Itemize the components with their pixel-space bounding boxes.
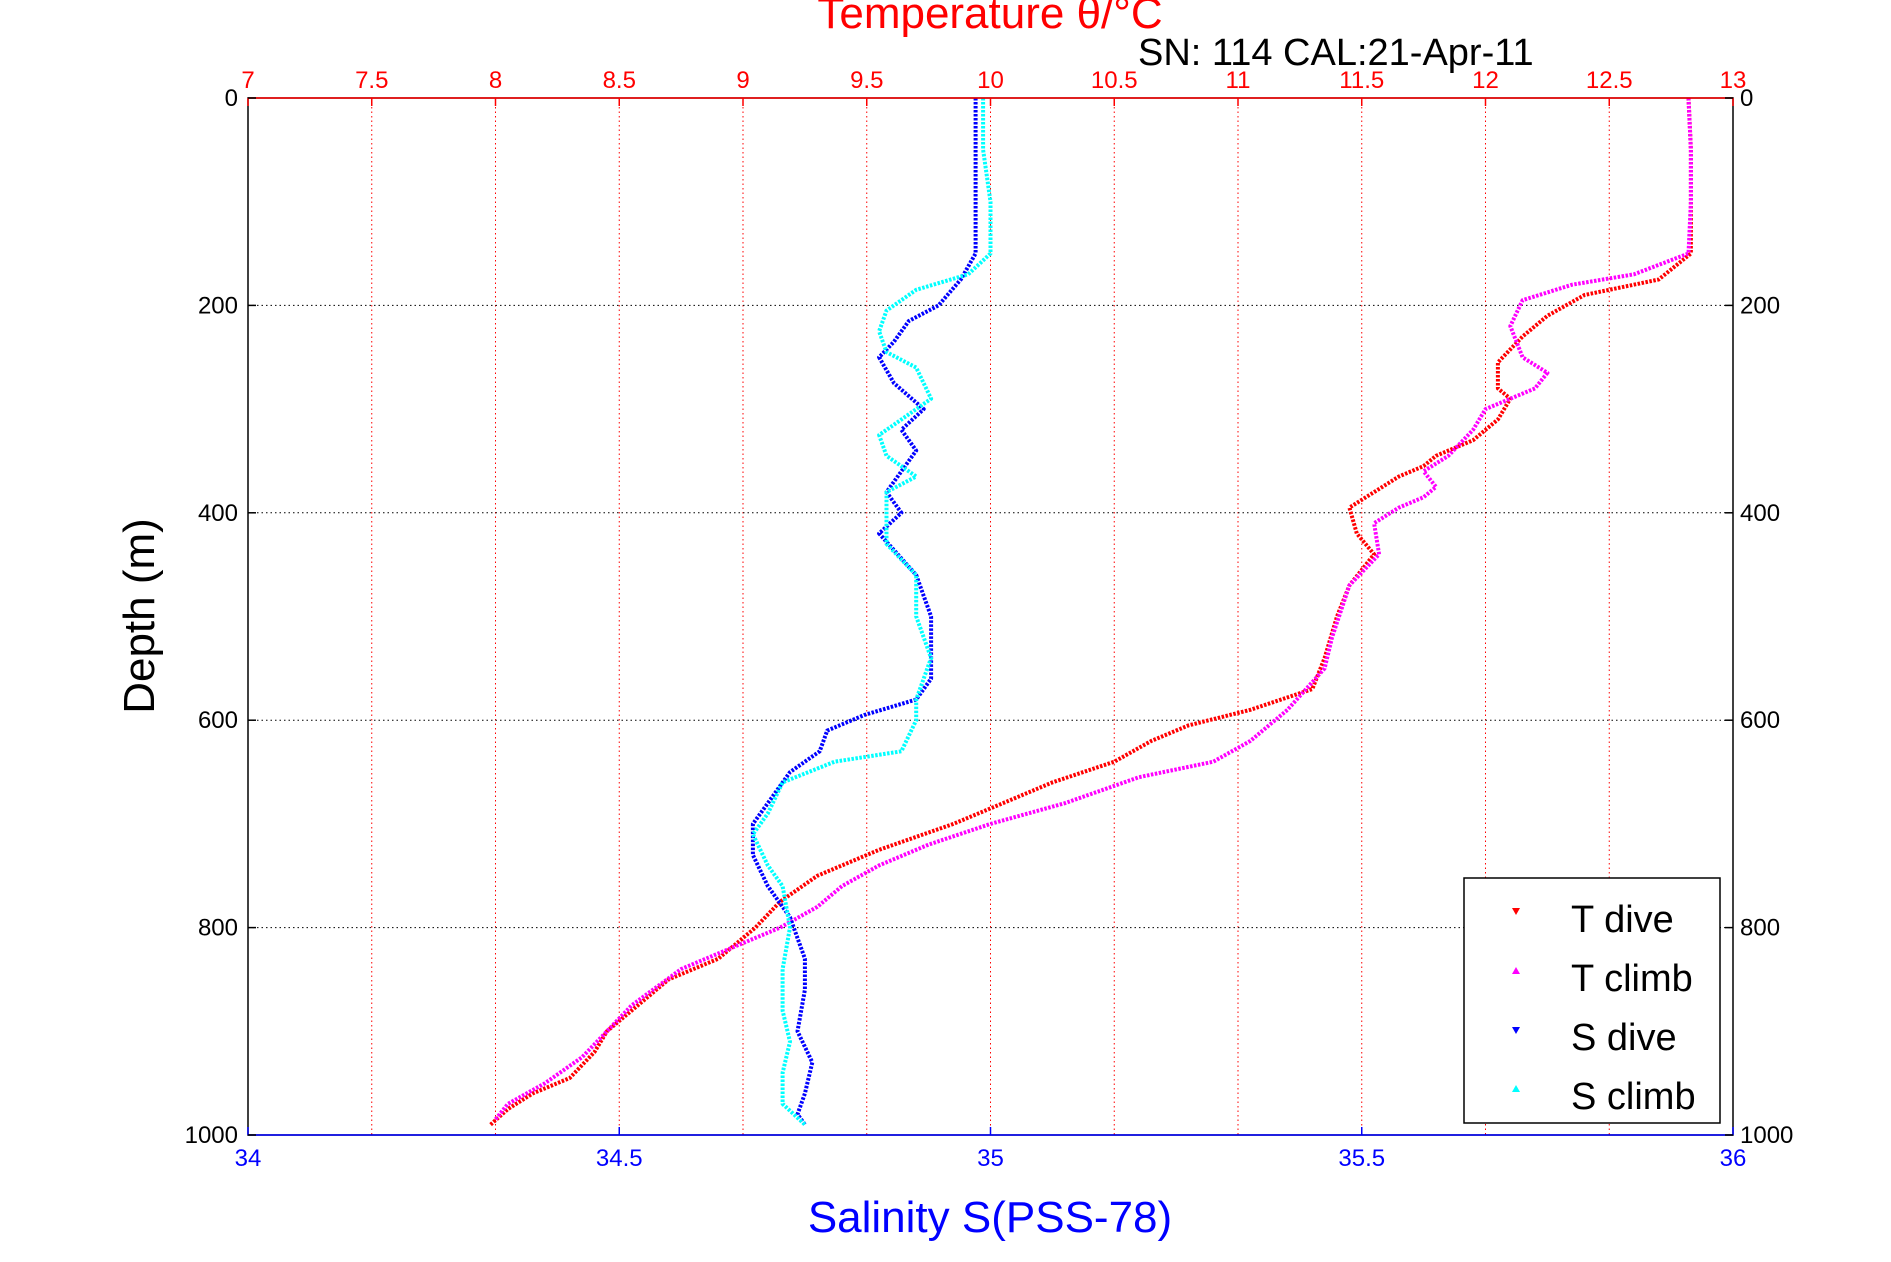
bottom-tick-label: 35.5 bbox=[1338, 1145, 1385, 1172]
legend-label-t-climb: T climb bbox=[1571, 958, 1693, 1000]
legend-label-s-climb: S climb bbox=[1571, 1076, 1696, 1118]
top-tick-label: 7.5 bbox=[355, 67, 388, 94]
right-tick-label: 200 bbox=[1740, 292, 1780, 319]
left-tick-label: 200 bbox=[198, 292, 238, 319]
bottom-tick-label: 34.5 bbox=[596, 1145, 643, 1172]
top-tick-label: 9.5 bbox=[850, 67, 883, 94]
top-tick-label: 10.5 bbox=[1091, 67, 1138, 94]
series-line-s-dive bbox=[750, 98, 978, 1126]
bottom-tick-label: 36 bbox=[1720, 1145, 1747, 1172]
right-tick-label: 600 bbox=[1740, 707, 1780, 734]
ticks: 7 7.5 8 8.5 9 9.5 10 10.5 11 11.5 12 12.5 13 34 34.5 35… bbox=[185, 67, 1794, 1172]
x-axis-label: Salinity S(PSS-78) bbox=[808, 1193, 1172, 1242]
bottom-tick-label: 34 bbox=[235, 1145, 262, 1172]
legend: T dive T climb S dive S climb bbox=[1463, 877, 1721, 1124]
y-axis-label: Depth (m) bbox=[115, 518, 164, 714]
legend-label-t-dive: T dive bbox=[1571, 899, 1674, 941]
left-tick-label: 600 bbox=[198, 707, 238, 734]
legend-marker-s-climb bbox=[1512, 1085, 1520, 1092]
top-tick-label: 11.5 bbox=[1339, 67, 1384, 94]
top-tick-label: 7 bbox=[241, 67, 254, 94]
legend-marker-s-dive bbox=[1512, 1027, 1520, 1034]
right-tick-label: 800 bbox=[1740, 915, 1780, 942]
top-tick-label: 12 bbox=[1472, 67, 1499, 94]
right-tick-label: 400 bbox=[1740, 500, 1780, 527]
top-tick-label: 11 bbox=[1226, 67, 1251, 94]
left-tick-label: 1000 bbox=[185, 1122, 238, 1149]
top-tick-label: 8 bbox=[489, 67, 502, 94]
series-line-s-climb bbox=[750, 98, 993, 1127]
top-tick-label: 13 bbox=[1720, 67, 1747, 94]
legend-marker-t-climb bbox=[1512, 967, 1520, 974]
chart-title: Temperature θ/°C bbox=[817, 0, 1162, 38]
right-tick-label: 0 bbox=[1740, 85, 1753, 112]
series-layer bbox=[489, 97, 1693, 1127]
top-tick-label: 12.5 bbox=[1586, 67, 1633, 94]
chart-subtitle: SN: 114 CAL:21-Apr-11 bbox=[1138, 32, 1534, 74]
legend-marker-t-dive bbox=[1512, 908, 1520, 915]
left-tick-label: 400 bbox=[198, 500, 238, 527]
legend-box bbox=[1463, 877, 1721, 1124]
left-tick-label: 800 bbox=[198, 915, 238, 942]
series-line-t-climb bbox=[493, 97, 1693, 1121]
legend-label-s-dive: S dive bbox=[1571, 1017, 1677, 1059]
bottom-tick-label: 35 bbox=[977, 1145, 1004, 1172]
top-tick-label: 10 bbox=[977, 67, 1004, 94]
right-tick-label: 1000 bbox=[1740, 1122, 1793, 1149]
left-tick-label: 0 bbox=[225, 85, 238, 112]
top-tick-label: 8.5 bbox=[603, 67, 636, 94]
top-tick-label: 9 bbox=[736, 67, 749, 94]
